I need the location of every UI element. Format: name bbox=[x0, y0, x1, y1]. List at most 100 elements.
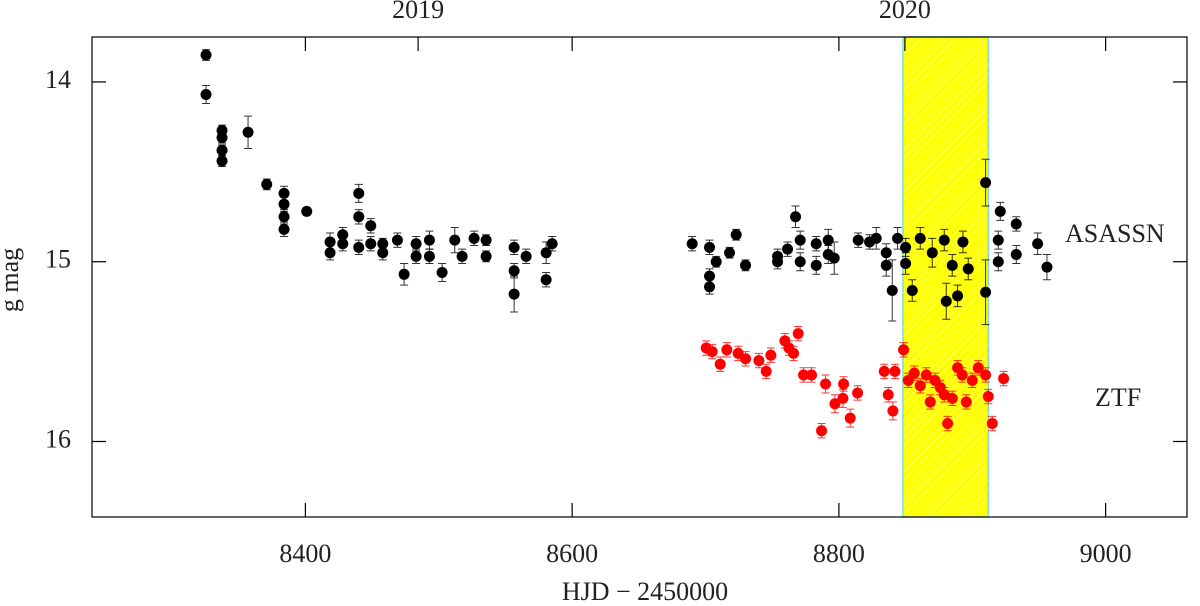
data-point bbox=[924, 396, 936, 408]
data-point bbox=[1010, 249, 1022, 261]
data-point bbox=[782, 243, 794, 255]
data-point bbox=[324, 247, 336, 259]
data-point bbox=[957, 236, 969, 248]
data-point bbox=[765, 349, 777, 361]
data-point bbox=[480, 250, 492, 262]
data-point bbox=[468, 232, 480, 244]
data-point bbox=[686, 238, 698, 250]
data-point bbox=[880, 259, 892, 271]
data-point bbox=[423, 234, 435, 246]
data-point bbox=[946, 259, 958, 271]
data-point bbox=[837, 392, 849, 404]
data-point bbox=[870, 232, 882, 244]
data-point bbox=[900, 241, 912, 253]
data-point bbox=[1032, 238, 1044, 250]
x-tick-label: 9000 bbox=[1080, 539, 1132, 568]
data-point bbox=[480, 234, 492, 246]
data-point bbox=[998, 373, 1010, 385]
data-point bbox=[353, 211, 365, 223]
data-point bbox=[914, 380, 926, 392]
data-point bbox=[753, 355, 765, 367]
data-point bbox=[391, 234, 403, 246]
data-point bbox=[200, 89, 212, 101]
data-point bbox=[820, 378, 832, 390]
data-point bbox=[822, 234, 834, 246]
plot-frame bbox=[91, 36, 1188, 518]
y-axis-label: g mag bbox=[0, 248, 24, 312]
data-point bbox=[810, 238, 822, 250]
data-point bbox=[721, 344, 733, 356]
data-point bbox=[806, 369, 818, 381]
data-point bbox=[760, 365, 772, 377]
data-point bbox=[301, 205, 313, 217]
data-point bbox=[278, 211, 290, 223]
data-point bbox=[878, 365, 890, 377]
shaded-hatch bbox=[902, 37, 989, 517]
data-point bbox=[914, 232, 926, 244]
data-point bbox=[704, 270, 716, 282]
data-point bbox=[810, 259, 822, 271]
data-point bbox=[962, 263, 974, 275]
data-point bbox=[449, 234, 461, 246]
data-point bbox=[261, 178, 273, 190]
data-point bbox=[880, 247, 892, 259]
data-point bbox=[966, 374, 978, 386]
data-point bbox=[952, 290, 964, 302]
data-point bbox=[882, 389, 894, 401]
data-point bbox=[242, 126, 254, 138]
data-point bbox=[900, 258, 912, 270]
data-point bbox=[730, 229, 742, 241]
data-point bbox=[982, 391, 994, 403]
data-point bbox=[377, 247, 389, 259]
data-point bbox=[740, 353, 752, 365]
data-point bbox=[838, 378, 850, 390]
data-point bbox=[714, 358, 726, 370]
top-tick-label: 2020 bbox=[879, 0, 931, 24]
data-point bbox=[972, 362, 984, 374]
data-point bbox=[908, 367, 920, 379]
data-point bbox=[216, 132, 228, 144]
region-layer bbox=[902, 36, 990, 518]
data-point bbox=[902, 374, 914, 386]
data-point bbox=[938, 234, 950, 246]
data-point bbox=[353, 187, 365, 199]
data-point bbox=[792, 328, 804, 340]
data-point bbox=[906, 284, 918, 296]
y-tick-label: 15 bbox=[45, 245, 71, 274]
data-point bbox=[926, 247, 938, 259]
y-tick-label: 14 bbox=[45, 65, 71, 94]
data-point bbox=[278, 198, 290, 210]
data-point bbox=[794, 234, 806, 246]
data-layer bbox=[200, 49, 1053, 439]
data-point bbox=[704, 281, 716, 293]
data-point bbox=[940, 295, 952, 307]
data-point bbox=[960, 396, 972, 408]
data-point bbox=[436, 267, 448, 279]
data-point bbox=[920, 369, 932, 381]
y-tick-label: 16 bbox=[45, 424, 71, 453]
data-point bbox=[980, 369, 992, 381]
data-point bbox=[994, 205, 1006, 217]
data-point bbox=[886, 284, 898, 296]
x-tick-label: 8600 bbox=[546, 539, 598, 568]
x-tick-label: 8800 bbox=[813, 539, 865, 568]
data-point bbox=[892, 232, 904, 244]
data-point bbox=[365, 220, 377, 232]
data-point bbox=[828, 252, 840, 264]
data-point bbox=[546, 238, 558, 250]
axis-layer: 8400 8600 8800 9000 2019 2020 14 15 16 ASASSN ZTF bbox=[45, 0, 1187, 568]
data-point bbox=[278, 223, 290, 235]
data-point bbox=[790, 211, 802, 223]
x-axis-label: HJD − 2450000 bbox=[562, 577, 728, 606]
data-point bbox=[946, 392, 958, 404]
data-point bbox=[829, 398, 841, 410]
data-point bbox=[710, 256, 722, 268]
data-point bbox=[216, 144, 228, 156]
data-point bbox=[889, 365, 901, 377]
top-tick-label: 2019 bbox=[392, 0, 444, 24]
data-point bbox=[956, 369, 968, 381]
data-point bbox=[772, 256, 784, 268]
data-point bbox=[456, 250, 468, 262]
data-point bbox=[353, 241, 365, 253]
data-point bbox=[200, 49, 212, 61]
